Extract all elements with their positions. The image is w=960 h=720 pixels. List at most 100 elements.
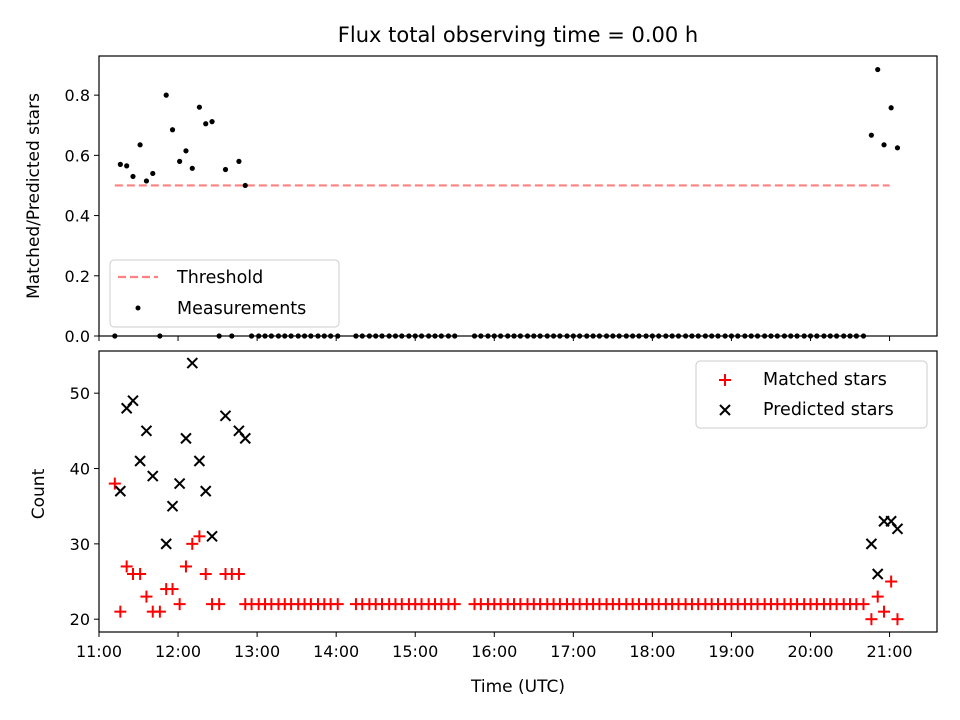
predicted-star-point (127, 395, 139, 407)
predicted-star-point (206, 530, 218, 543)
count-xtick-label: 13:00 (234, 642, 280, 661)
ratio-ytick-label: 0.6 (65, 146, 90, 165)
measurement-point (236, 158, 242, 164)
predicted-star-point (865, 538, 878, 550)
matched-star-point (878, 605, 891, 618)
matched-star-point (173, 598, 186, 611)
ratio-legend-box (109, 259, 340, 328)
count-xtick-label: 17:00 (550, 642, 596, 661)
predicted-star-point (180, 432, 192, 445)
matched-star-point (857, 598, 870, 611)
predicted-star-point (160, 538, 172, 550)
matched-star-point (199, 567, 212, 580)
measurement-point (894, 145, 901, 151)
matched-star-point (213, 598, 226, 611)
measurement-point (117, 161, 123, 167)
ratio-legend: Threshold Measurements (109, 259, 340, 328)
measurement-point (124, 163, 130, 169)
count-legend: Matched stars Predicted stars (695, 360, 928, 429)
matched-star-point (891, 613, 904, 626)
matched-star-point (134, 567, 147, 580)
measurement-point (875, 66, 881, 73)
predicted-star-point (140, 425, 153, 437)
count-xtick-label: 12:00 (155, 642, 201, 661)
matched-star-point (179, 560, 192, 573)
measurement-point (881, 142, 887, 148)
predicted-star-point (134, 455, 146, 467)
measurement-point (209, 119, 215, 125)
predicted-star-point (166, 500, 179, 512)
count-xtick-label: 19:00 (708, 642, 754, 661)
measurement-point (868, 132, 874, 138)
matched-star-point (885, 575, 898, 588)
matched-star-point (186, 537, 199, 550)
ratio-ytick-label: 0.2 (65, 267, 90, 286)
predicted-star-point (891, 523, 904, 535)
measurement-point (189, 165, 195, 171)
matched-legend-label: Matched stars (763, 370, 887, 390)
predicted-star-point (872, 568, 884, 580)
count-ytick-label: 40 (70, 460, 90, 479)
measurement-point (196, 104, 203, 110)
predicted-star-point (239, 432, 251, 445)
ratio-panel-ylabel: Matched/Predicted stars (24, 93, 44, 299)
measurement-point (150, 170, 156, 177)
count-ytick-label: 20 (70, 610, 90, 629)
measurement-point (137, 142, 143, 148)
matched-star-point (114, 605, 127, 618)
matched-star-point (331, 598, 344, 611)
ratio-panel-frame (98, 55, 938, 337)
ratio-ytick-label: 0.8 (65, 86, 90, 105)
count-xtick-label: 14:00 (313, 642, 359, 661)
predicted-star-point (219, 410, 232, 422)
measurement-point (143, 178, 150, 184)
predicted-star-point (147, 470, 159, 482)
threshold-legend-label: Threshold (176, 268, 263, 288)
measurement-point (888, 105, 894, 111)
measurement-point (177, 158, 183, 164)
matched-legend-swatch (719, 374, 731, 386)
count-xtick-label: 11:00 (76, 642, 122, 661)
measurements-legend-swatch (135, 305, 141, 311)
predicted-star-point (173, 477, 186, 490)
measurements-legend-label: Measurements (177, 299, 306, 319)
measurement-point (130, 173, 136, 180)
ratio-panel: 0.0 0.2 0.4 0.6 0.8 Matched/Predicted stars (24, 55, 938, 346)
matched-star-point (120, 560, 133, 573)
matched-star-point (448, 598, 461, 611)
measurement-point (169, 127, 176, 133)
count-xtick-label: 20:00 (787, 642, 833, 661)
count-ytick-label: 50 (70, 384, 90, 403)
count-xtick-label: 15:00 (392, 642, 438, 661)
matched-star-point (193, 530, 206, 543)
count-legend-box (695, 360, 928, 429)
measurement-point (163, 92, 169, 98)
predicted-star-point (114, 485, 127, 497)
predicted-star-point (193, 455, 206, 467)
ratio-ytick-label: 0.0 (65, 327, 90, 346)
predicted-legend-label: Predicted stars (763, 400, 894, 420)
count-panel-marks: 11:00 12:00 13:00 14:00 15:00 16:00 17:00 18:00… (70, 357, 913, 661)
ratio-ytick-label: 0.4 (65, 207, 90, 226)
predicted-legend-swatch (719, 404, 731, 416)
count-panel-xlabel: Time (UTC) (470, 677, 565, 697)
count-panel: 11:00 12:00 13:00 14:00 15:00 16:00 17:00 18:00… (29, 350, 938, 697)
measurement-point (242, 182, 248, 189)
matched-star-point (153, 605, 166, 618)
matched-star-point (166, 583, 179, 596)
measurement-point (222, 166, 229, 173)
matched-star-point (108, 477, 121, 490)
measurement-point (183, 148, 189, 154)
count-panel-frame (98, 350, 938, 633)
count-ytick-label: 30 (70, 535, 90, 554)
measurement-point (203, 121, 209, 127)
predicted-star-point (186, 357, 198, 369)
count-panel-ylabel: Count (29, 468, 49, 519)
matched-star-point (871, 590, 884, 603)
count-xtick-label: 18:00 (629, 642, 675, 661)
matched-star-point (865, 613, 878, 626)
matched-star-point (232, 567, 245, 580)
count-xtick-label: 16:00 (471, 642, 517, 661)
